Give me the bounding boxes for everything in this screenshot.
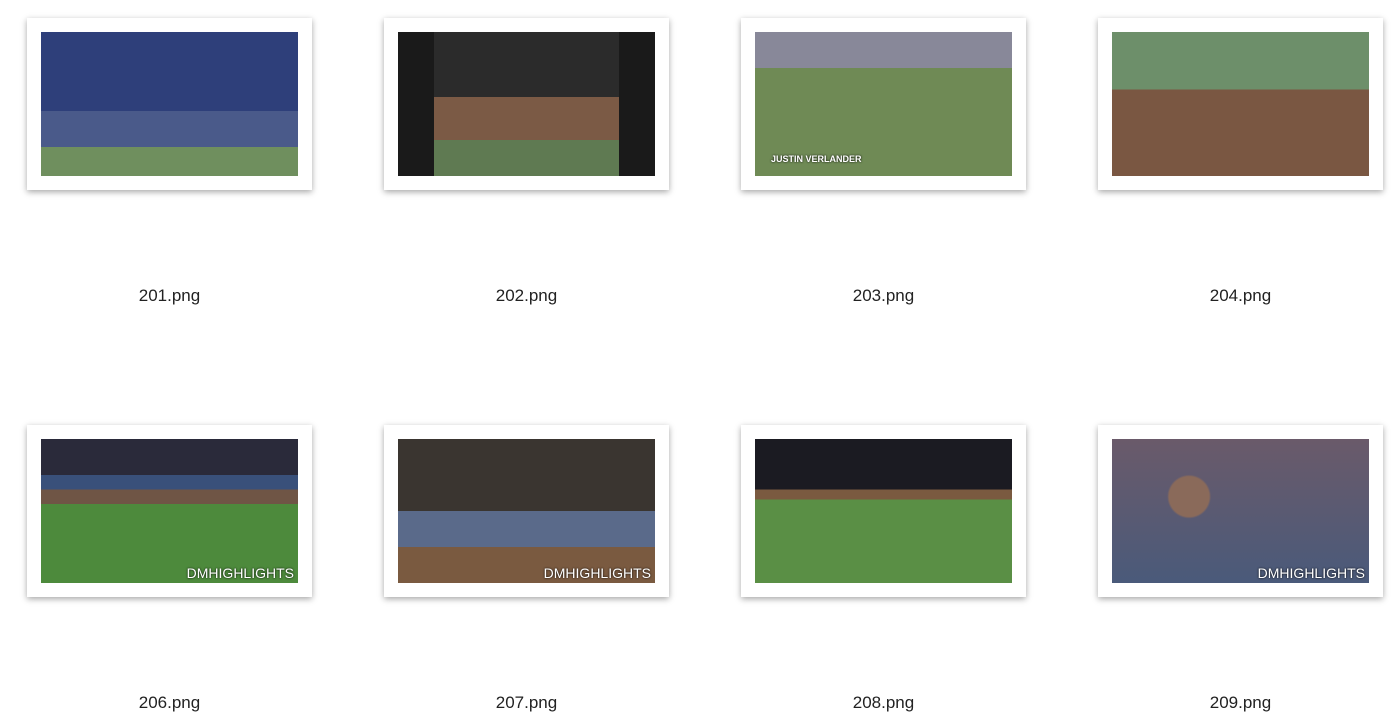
thumbnail-caption: JUSTIN VERLANDER xyxy=(771,154,862,164)
thumbnail-image xyxy=(398,32,655,176)
thumbnail-image: JUSTIN VERLANDER xyxy=(755,32,1012,176)
thumbnail-caption: DMHIGHLIGHTS xyxy=(543,565,651,581)
file-thumbnail[interactable]: DMHIGHLIGHTS xyxy=(27,425,312,597)
file-thumbnail[interactable]: JUSTIN VERLANDER xyxy=(741,18,1026,190)
file-name[interactable]: 201.png xyxy=(138,286,201,305)
thumbnail-image: DMHIGHLIGHTS xyxy=(41,439,298,583)
file-name[interactable]: 206.png xyxy=(138,693,201,712)
file-thumbnail[interactable]: DMHIGHLIGHTS xyxy=(384,425,669,597)
file-name[interactable]: 209.png xyxy=(1209,693,1272,712)
file-thumbnail[interactable] xyxy=(384,18,669,190)
file-name[interactable]: 203.png xyxy=(852,286,915,305)
thumbnail-caption: DMHIGHLIGHTS xyxy=(186,565,294,581)
file-thumbnail[interactable] xyxy=(741,425,1026,597)
thumbnail-image xyxy=(41,32,298,176)
file-name[interactable]: 208.png xyxy=(852,693,915,712)
thumbnail-image xyxy=(1112,32,1369,176)
file-name[interactable]: 207.png xyxy=(495,693,558,712)
thumbnail-image: DMHIGHLIGHTS xyxy=(398,439,655,583)
file-name[interactable]: 204.png xyxy=(1209,286,1272,305)
file-thumbnail[interactable] xyxy=(1098,18,1383,190)
file-name[interactable]: 202.png xyxy=(495,286,558,305)
file-thumbnail[interactable] xyxy=(27,18,312,190)
thumbnail-image xyxy=(755,439,1012,583)
thumbnail-image: DMHIGHLIGHTS xyxy=(1112,439,1369,583)
thumbnail-caption: DMHIGHLIGHTS xyxy=(1257,565,1365,581)
file-thumbnail[interactable]: DMHIGHLIGHTS xyxy=(1098,425,1383,597)
